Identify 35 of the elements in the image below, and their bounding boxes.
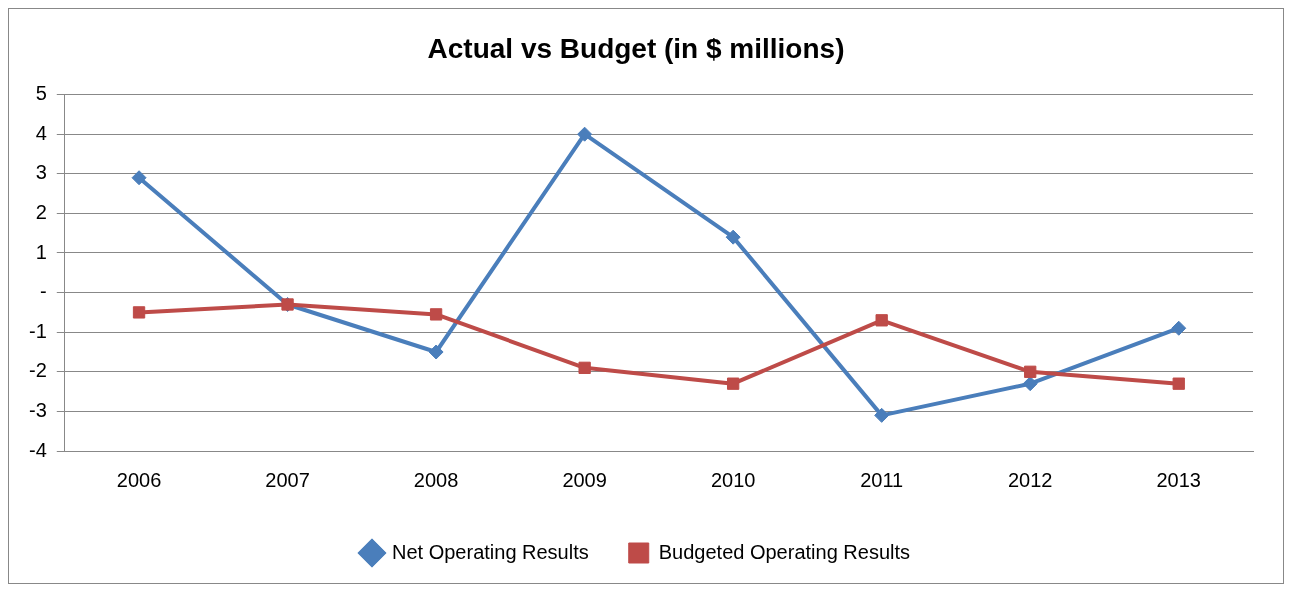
point xyxy=(428,344,444,360)
point xyxy=(1022,376,1038,392)
point xyxy=(429,308,443,321)
y-tick-label: -1 xyxy=(28,319,47,342)
y-tick-label: -3 xyxy=(28,398,47,421)
point xyxy=(1171,320,1187,336)
y-tick-label: -4 xyxy=(28,438,47,461)
point xyxy=(132,306,146,319)
y-tick-label: 2 xyxy=(35,200,47,223)
chart-title: Actual vs Budget (in $ millions) xyxy=(427,32,845,64)
x-tick-label: 2012 xyxy=(1007,468,1053,491)
point xyxy=(578,361,591,374)
x-tick-label: 2007 xyxy=(265,468,310,491)
y-tick-label: 1 xyxy=(35,240,47,263)
x-tick-label: 2011 xyxy=(860,468,904,491)
point xyxy=(577,126,593,142)
x-tick-label: 2010 xyxy=(710,468,756,491)
point xyxy=(1172,377,1185,390)
x-tick-label: 2013 xyxy=(1156,468,1201,491)
legend-label: Budgeted Operating Results xyxy=(658,540,911,563)
legend-label: Net Operating Results xyxy=(391,540,589,563)
y-tick-label: 4 xyxy=(35,121,47,144)
y-tick-label: 5 xyxy=(35,82,47,105)
point xyxy=(727,377,740,390)
y-tick-label: - xyxy=(40,280,47,303)
point xyxy=(875,314,888,327)
x-tick-label: 2009 xyxy=(562,468,607,491)
point xyxy=(1024,365,1037,378)
point xyxy=(131,170,147,186)
y-tick-label: -2 xyxy=(28,359,47,382)
x-tick-label: 2008 xyxy=(413,468,459,491)
point xyxy=(725,229,741,245)
x-tick-label: 2006 xyxy=(116,468,162,491)
y-tick-label: 3 xyxy=(35,161,47,184)
point xyxy=(874,407,890,423)
